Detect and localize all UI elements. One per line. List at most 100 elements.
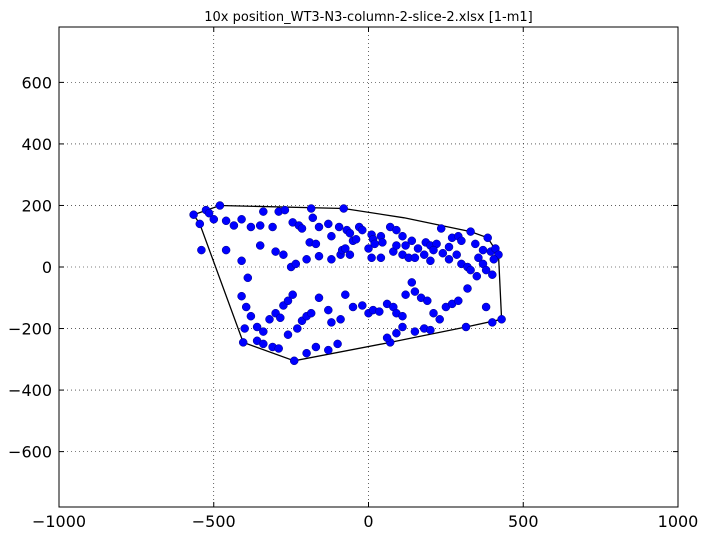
data-point xyxy=(457,236,466,246)
data-point xyxy=(237,256,246,266)
data-point xyxy=(483,233,492,243)
data-point xyxy=(398,322,407,332)
data-point xyxy=(392,241,401,250)
data-point xyxy=(271,247,280,256)
y-axis: −600 −400 −200 0 200 400 600 xyxy=(8,73,678,462)
data-point xyxy=(401,290,410,299)
chart-title: 10x position_WT3-N3-column-2-slice-2.xls… xyxy=(204,10,533,25)
data-point xyxy=(238,338,248,347)
data-point xyxy=(255,241,265,250)
data-point xyxy=(189,210,198,219)
data-point xyxy=(302,255,311,264)
data-point xyxy=(454,296,463,306)
data-point xyxy=(297,224,307,233)
data-point xyxy=(471,239,480,249)
data-point xyxy=(204,208,214,218)
data-point xyxy=(336,315,345,324)
data-point xyxy=(429,308,438,318)
data-point xyxy=(364,244,373,253)
data-point xyxy=(265,315,274,324)
data-point xyxy=(488,318,497,327)
data-point xyxy=(444,255,454,264)
data-point xyxy=(243,273,253,283)
data-point xyxy=(241,302,251,312)
data-point xyxy=(392,328,401,338)
data-point xyxy=(237,291,246,301)
data-point xyxy=(276,313,285,323)
data-point xyxy=(358,225,367,235)
data-point xyxy=(435,315,444,324)
data-point xyxy=(345,228,355,238)
data-point xyxy=(410,253,420,263)
y-tick-label: −600 xyxy=(8,443,52,462)
data-point xyxy=(215,201,225,210)
data-point xyxy=(423,296,432,306)
data-point xyxy=(327,318,336,327)
data-point xyxy=(302,348,311,358)
data-point xyxy=(426,256,435,266)
y-tick-label: 0 xyxy=(42,258,52,277)
data-point xyxy=(314,293,324,303)
data-point xyxy=(229,221,239,230)
data-point xyxy=(401,241,410,250)
data-point xyxy=(378,238,387,247)
data-point xyxy=(283,296,293,306)
data-point xyxy=(280,205,290,215)
data-point xyxy=(481,302,491,312)
grid-lines xyxy=(59,27,678,507)
data-point xyxy=(429,245,438,255)
y-tick-label: −400 xyxy=(8,381,52,400)
hull-outline xyxy=(193,204,503,362)
data-point xyxy=(288,290,297,299)
convex-hull xyxy=(193,204,503,362)
data-point xyxy=(398,311,407,321)
data-point xyxy=(478,245,488,255)
data-point xyxy=(413,244,423,253)
data-point xyxy=(306,204,316,213)
data-point xyxy=(314,222,324,232)
x-tick-label: −1000 xyxy=(32,512,86,531)
data-point xyxy=(392,225,401,235)
data-point xyxy=(438,248,448,258)
data-point xyxy=(274,344,283,353)
data-point xyxy=(333,339,342,349)
data-point xyxy=(268,222,277,232)
data-point xyxy=(367,253,376,263)
x-tick-label: 1000 xyxy=(658,512,699,531)
data-point xyxy=(259,327,268,336)
data-points xyxy=(189,201,506,366)
data-point xyxy=(308,213,318,223)
data-point xyxy=(221,245,231,255)
data-point xyxy=(474,253,483,263)
data-point xyxy=(489,255,499,264)
data-point xyxy=(410,287,420,296)
data-point xyxy=(481,265,491,275)
data-point xyxy=(497,315,506,324)
data-point xyxy=(376,253,386,263)
data-point xyxy=(246,222,256,232)
data-point xyxy=(259,339,268,349)
data-point xyxy=(407,236,417,246)
data-point xyxy=(221,216,231,226)
data-point xyxy=(314,251,324,261)
data-point xyxy=(324,219,333,229)
data-point xyxy=(324,305,333,315)
data-point xyxy=(419,250,429,259)
data-point xyxy=(283,330,293,339)
data-point xyxy=(345,250,355,259)
data-point xyxy=(237,215,246,224)
data-point xyxy=(291,259,301,269)
data-point xyxy=(341,290,350,299)
data-point xyxy=(461,322,471,332)
data-point xyxy=(466,227,475,236)
data-point xyxy=(311,342,321,352)
data-point xyxy=(255,221,265,230)
y-tick-label: 200 xyxy=(21,196,52,215)
data-point xyxy=(209,215,219,224)
data-point xyxy=(358,301,367,310)
data-point xyxy=(375,307,384,316)
data-point xyxy=(410,327,420,336)
data-point xyxy=(466,265,475,275)
data-point xyxy=(334,222,344,232)
